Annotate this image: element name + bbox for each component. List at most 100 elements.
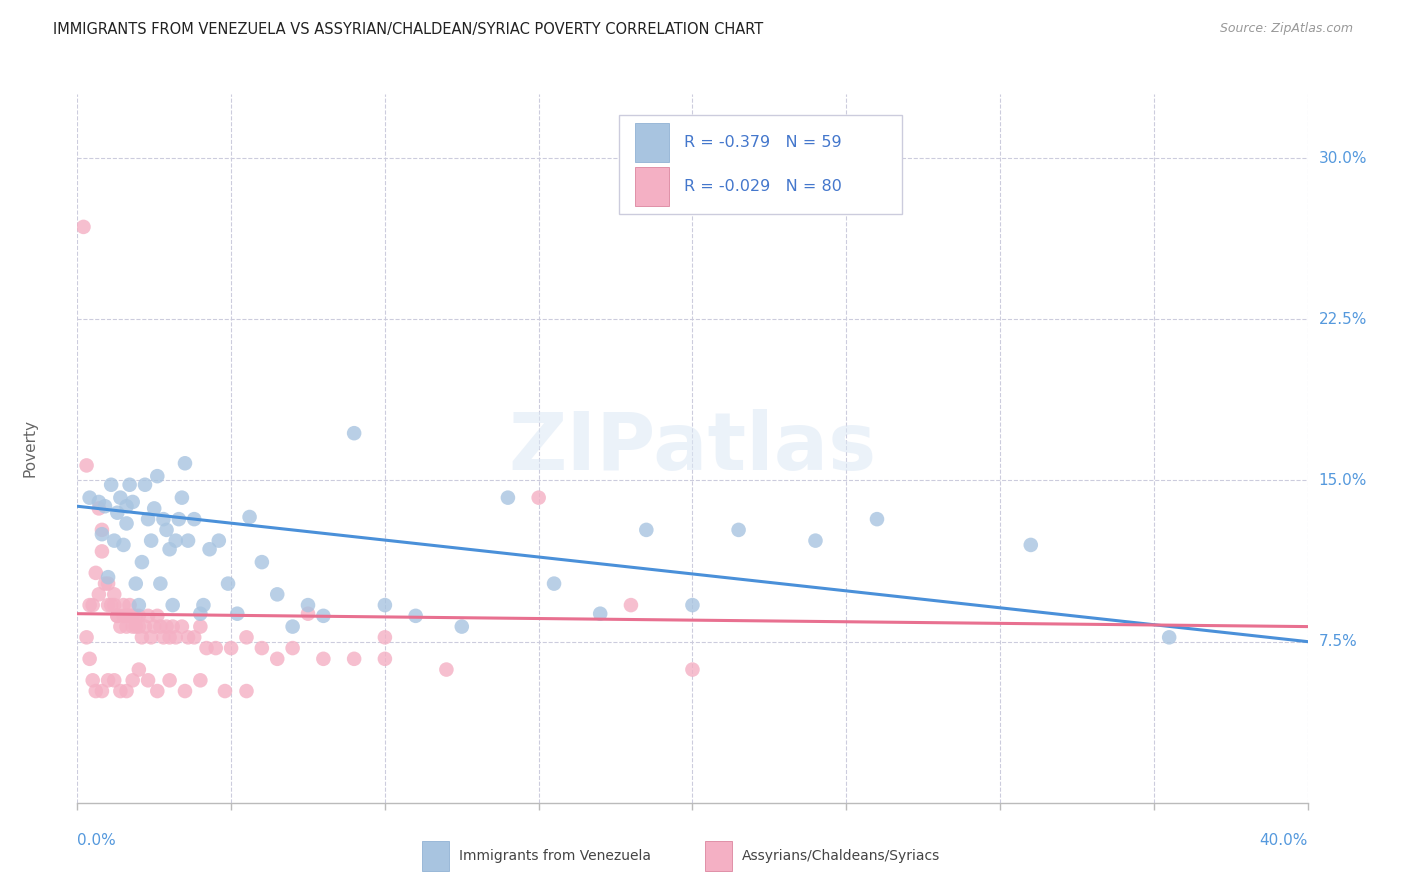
Point xyxy=(804,533,827,548)
Point xyxy=(188,607,212,621)
Point xyxy=(112,538,135,552)
Bar xyxy=(634,123,669,162)
Point xyxy=(121,673,143,688)
Text: 22.5%: 22.5% xyxy=(1319,312,1367,326)
Point xyxy=(94,576,117,591)
Point xyxy=(79,491,101,505)
Point xyxy=(239,510,262,524)
Point xyxy=(1019,538,1042,552)
FancyBboxPatch shape xyxy=(619,115,901,214)
Point xyxy=(90,544,114,558)
Point xyxy=(90,527,114,541)
Point xyxy=(115,500,138,514)
Text: 15.0%: 15.0% xyxy=(1319,473,1367,488)
Point xyxy=(112,608,135,623)
Point xyxy=(110,491,132,505)
Point xyxy=(159,542,181,557)
Bar xyxy=(422,841,449,871)
Text: 30.0%: 30.0% xyxy=(1319,151,1367,166)
Point xyxy=(103,598,125,612)
Point xyxy=(100,598,122,612)
Point xyxy=(281,619,304,633)
Point xyxy=(141,630,163,644)
Point xyxy=(134,619,156,633)
Text: IMMIGRANTS FROM VENEZUELA VS ASSYRIAN/CHALDEAN/SYRIAC POVERTY CORRELATION CHART: IMMIGRANTS FROM VENEZUELA VS ASSYRIAN/CH… xyxy=(53,22,763,37)
Point xyxy=(94,500,117,514)
Point xyxy=(76,458,98,473)
Point xyxy=(118,608,141,623)
Point xyxy=(620,598,643,612)
Point xyxy=(97,570,120,584)
Point xyxy=(217,576,239,591)
Point xyxy=(188,619,212,633)
Point xyxy=(125,576,148,591)
Point xyxy=(155,523,177,537)
Point xyxy=(128,608,150,623)
Point xyxy=(146,608,169,623)
Text: 40.0%: 40.0% xyxy=(1260,833,1308,848)
Point xyxy=(146,469,169,483)
Point xyxy=(226,607,249,621)
Point xyxy=(436,663,458,677)
Point xyxy=(527,491,550,505)
Point xyxy=(121,608,143,623)
Point xyxy=(110,684,132,698)
Point xyxy=(235,630,257,644)
Point xyxy=(374,630,396,644)
Point xyxy=(250,641,273,656)
Point xyxy=(219,641,242,656)
Text: Source: ZipAtlas.com: Source: ZipAtlas.com xyxy=(1219,22,1353,36)
Point xyxy=(103,673,125,688)
Point xyxy=(297,607,319,621)
Point xyxy=(90,684,114,698)
Point xyxy=(188,673,212,688)
Point xyxy=(115,608,138,623)
Point xyxy=(87,501,110,516)
Point xyxy=(72,219,94,234)
Point xyxy=(90,523,114,537)
Point xyxy=(1159,630,1181,644)
Point xyxy=(682,598,704,612)
Point xyxy=(543,576,565,591)
Point xyxy=(266,587,288,601)
Point xyxy=(167,512,190,526)
Point xyxy=(143,501,166,516)
Point xyxy=(450,619,472,633)
Text: Immigrants from Venezuela: Immigrants from Venezuela xyxy=(458,849,651,863)
Point xyxy=(405,608,427,623)
Point xyxy=(84,566,107,580)
Point xyxy=(143,619,166,633)
Point xyxy=(193,598,215,612)
Point xyxy=(343,652,366,666)
Point xyxy=(121,619,143,633)
Point xyxy=(312,608,335,623)
Point xyxy=(105,506,128,520)
Text: 7.5%: 7.5% xyxy=(1319,634,1357,649)
Point xyxy=(141,533,163,548)
Point xyxy=(128,663,150,677)
Point xyxy=(84,684,107,698)
Point xyxy=(165,630,187,644)
Point xyxy=(118,598,141,612)
Point xyxy=(162,619,184,633)
Point xyxy=(100,477,122,491)
Point xyxy=(115,619,138,633)
Point xyxy=(97,576,120,591)
Point xyxy=(76,630,98,644)
Point xyxy=(165,533,187,548)
Point xyxy=(155,619,177,633)
Point xyxy=(204,641,226,656)
Point xyxy=(128,598,150,612)
Point xyxy=(312,652,335,666)
Point xyxy=(103,533,125,548)
Point xyxy=(87,587,110,601)
Point xyxy=(115,684,138,698)
Point xyxy=(136,608,159,623)
Point xyxy=(125,608,148,623)
Point xyxy=(183,512,205,526)
Point xyxy=(343,426,366,441)
Point xyxy=(105,608,128,623)
Point xyxy=(112,598,135,612)
Point xyxy=(152,630,174,644)
Point xyxy=(235,684,257,698)
